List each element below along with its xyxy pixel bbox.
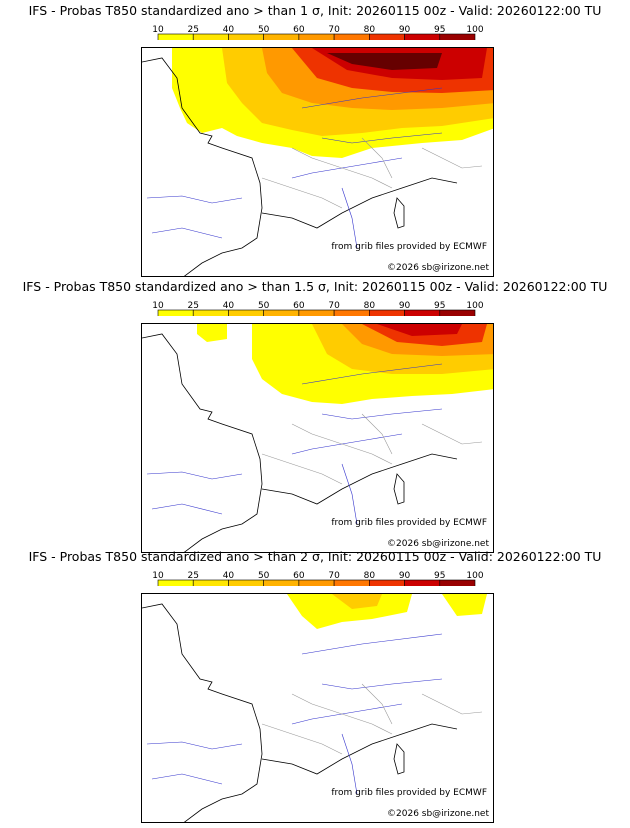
colorbar-tick-label: 25: [187, 25, 198, 35]
colorbar-tick-label: 90: [399, 301, 411, 311]
map-panel-2: IFS - Probas T850 standardized ano > tha…: [0, 276, 630, 553]
colorbar-tick-label: 100: [466, 301, 483, 311]
colorbar-tick-label: 25: [187, 301, 198, 311]
colorbar-tick-label: 100: [466, 571, 483, 581]
prob-yellow-field: [287, 594, 412, 629]
coastline: [142, 603, 263, 822]
colorbar-tick-label: 40: [223, 25, 235, 35]
colorbar-tick-label: 95: [434, 571, 445, 581]
probability-map: from grib files provided by ECMWF ©2026 …: [141, 593, 494, 823]
panel-title: IFS - Probas T850 standardized ano > tha…: [28, 549, 602, 564]
colorbar-tick-label: 95: [434, 301, 445, 311]
prob-yellow-east: [442, 594, 487, 616]
prob-dark-red: [377, 324, 462, 336]
panel-title: IFS - Probas T850 standardized ano > tha…: [28, 3, 602, 18]
colorbar-tick-label: 90: [399, 571, 411, 581]
map-panel-1: IFS - Probas T850 standardized ano > tha…: [0, 0, 630, 277]
coastline-med: [261, 177, 458, 229]
copyright-credit: ©2026 sb@irizone.net: [387, 539, 489, 549]
borders: [261, 683, 483, 755]
map-canvas: [142, 48, 493, 276]
corsica: [393, 743, 405, 775]
colorbar-swatch: [439, 579, 476, 586]
map-panel-3: IFS - Probas T850 standardized ano > tha…: [0, 546, 630, 823]
colorbar-tick-label: 50: [258, 301, 270, 311]
map-canvas: [142, 594, 487, 822]
colorbar-tick-label: 90: [399, 25, 411, 35]
colorbar-tick-label: 100: [466, 25, 483, 35]
coastline-med: [261, 453, 458, 505]
colorbar-tick-label: 70: [328, 25, 340, 35]
borders: [261, 413, 483, 485]
colorbar-tick-label: 60: [293, 571, 305, 581]
coastline: [142, 57, 263, 276]
probability-map: from grib files provided by ECMWF ©2026 …: [141, 47, 494, 277]
source-credit: from grib files provided by ECMWF: [331, 788, 487, 798]
map-canvas: [142, 324, 493, 552]
copyright-credit: ©2026 sb@irizone.net: [387, 263, 489, 273]
colorbar-tick-label: 70: [328, 571, 340, 581]
panel-title: IFS - Probas T850 standardized ano > tha…: [22, 279, 608, 294]
colorbar-tick-label: 10: [152, 571, 164, 581]
borders: [261, 137, 483, 209]
colorbar-tick-label: 40: [223, 571, 235, 581]
colorbar-tick-label: 95: [434, 25, 445, 35]
colorbar-tick-label: 80: [364, 571, 376, 581]
colorbar-tick-label: 70: [328, 301, 340, 311]
coastline-med: [261, 723, 458, 775]
colorbar-tick-label: 60: [293, 25, 305, 35]
rivers: [146, 633, 443, 795]
colorbar-tick-label: 40: [223, 301, 235, 311]
corsica: [393, 197, 405, 229]
coastline: [142, 333, 263, 552]
corsica: [393, 473, 405, 505]
colorbar-tick-label: 60: [293, 301, 305, 311]
probability-map: from grib files provided by ECMWF ©2026 …: [141, 323, 494, 553]
source-credit: from grib files provided by ECMWF: [331, 242, 487, 252]
copyright-credit: ©2026 sb@irizone.net: [387, 809, 489, 819]
colorbar: 10 25 40 50 60 70 80 90 95 100: [152, 301, 484, 316]
colorbar-tick-label: 50: [258, 25, 270, 35]
source-credit: from grib files provided by ECMWF: [331, 518, 487, 528]
colorbar: 10 25 40 50 60 70 80 90 95 100: [152, 571, 484, 586]
colorbar-tick-label: 25: [187, 571, 198, 581]
prob-yellow-small: [197, 324, 227, 342]
colorbar-tick-label: 80: [364, 301, 376, 311]
colorbar-tick-label: 80: [364, 25, 376, 35]
colorbar-tick-label: 50: [258, 571, 270, 581]
colorbar-tick-label: 10: [152, 25, 164, 35]
colorbar-tick-label: 10: [152, 301, 164, 311]
prob-darkest: [327, 53, 442, 70]
colorbar-swatch: [439, 33, 476, 40]
prob-orange-light: [332, 594, 382, 609]
colorbar: 10 25 40 50 60 70 80 90 95 100: [152, 25, 484, 40]
colorbar-swatch: [439, 309, 476, 316]
